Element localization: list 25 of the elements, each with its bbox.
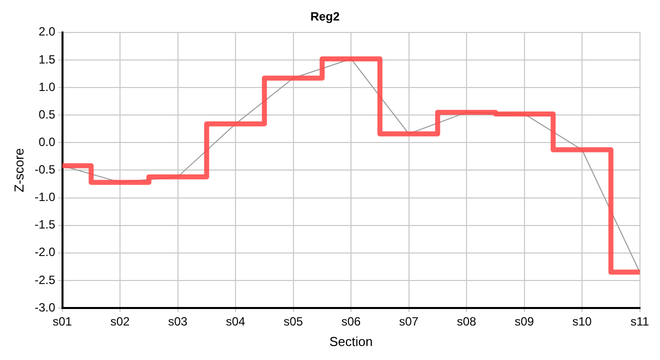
y-tick-label: -1.0 xyxy=(34,190,56,204)
x-tick-label: s05 xyxy=(284,314,304,329)
x-tick-label: s02 xyxy=(110,314,130,329)
x-tick-label: s10 xyxy=(572,314,592,329)
x-tick-label: s08 xyxy=(456,314,477,329)
x-tick-label: s09 xyxy=(514,314,534,329)
y-tick-label: 0.0 xyxy=(38,134,56,149)
y-tick-label: -3.0 xyxy=(34,300,56,314)
y-axis-title: Z-score xyxy=(11,148,26,192)
x-axis-title: Section xyxy=(329,334,373,349)
x-tick-label: s11 xyxy=(630,314,650,329)
y-tick-label: -1.5 xyxy=(34,218,56,232)
x-tick-label: s03 xyxy=(168,314,188,329)
y-tick-label: 1.5 xyxy=(38,52,56,66)
x-tick-label: s06 xyxy=(341,314,362,329)
y-tick-label: -2.0 xyxy=(34,245,56,260)
x-tick-label: s04 xyxy=(226,314,246,329)
y-tick-label: 1.0 xyxy=(38,80,56,94)
chart-title: Reg2 xyxy=(310,10,340,24)
y-tick-label: 0.5 xyxy=(38,107,56,122)
y-tick-label: 2.0 xyxy=(38,24,56,39)
x-tick-label: s01 xyxy=(52,314,72,329)
x-tick-label: s07 xyxy=(399,314,419,329)
y-tick-label: -0.5 xyxy=(34,162,56,177)
y-tick-label: -2.5 xyxy=(34,272,56,287)
